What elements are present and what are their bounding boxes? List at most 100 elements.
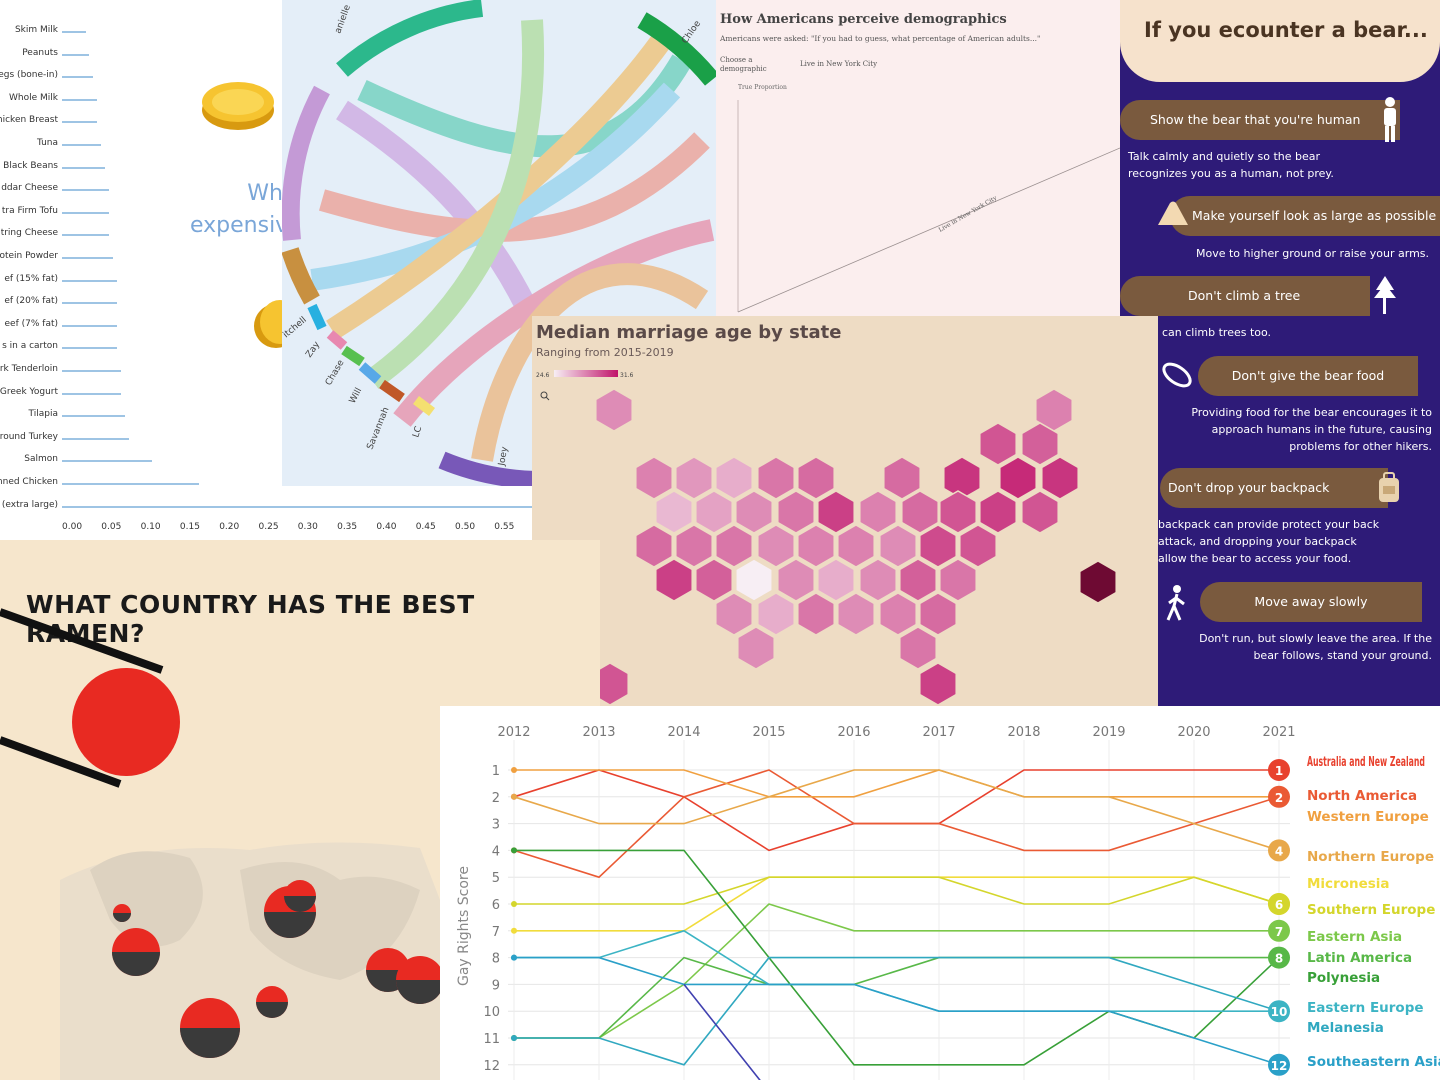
rank-badge [1268, 1053, 1290, 1076]
rank-badge [1268, 946, 1290, 969]
ramen-bowl-icon [72, 668, 180, 776]
protein-item-label: otein Powder [0, 251, 58, 261]
series-start-point [511, 767, 517, 773]
state-hex[interactable] [695, 558, 733, 602]
state-hex[interactable] [757, 524, 795, 568]
state-hex[interactable] [939, 490, 977, 534]
state-hex[interactable] [859, 558, 897, 602]
bear-tip-banner: Don't climb a tree [1120, 276, 1370, 316]
state-hex[interactable] [1021, 490, 1059, 534]
state-hex[interactable] [777, 490, 815, 534]
state-hex[interactable] [817, 490, 855, 534]
state-hex[interactable] [919, 592, 957, 636]
state-hex[interactable] [883, 456, 921, 500]
state-hex[interactable] [859, 490, 897, 534]
state-hex[interactable] [777, 558, 815, 602]
series-legend-label: Polynesia [1307, 970, 1380, 986]
state-hex[interactable] [979, 490, 1017, 534]
walking-person-icon [1166, 585, 1185, 621]
state-hex[interactable] [655, 558, 693, 602]
state-hex[interactable] [737, 626, 775, 670]
state-hex[interactable] [735, 558, 773, 602]
demo-choose-label-line-2: demographic [720, 65, 767, 73]
search-icon[interactable] [540, 391, 550, 401]
series-line [514, 769, 1279, 798]
bear-tips-panel: If you ecounter a bear... Show the bear … [1120, 0, 1440, 706]
rank-badge-label: 7 [1275, 925, 1283, 939]
marriage-legend [554, 370, 618, 377]
state-hex[interactable] [757, 456, 795, 500]
protein-bar [62, 324, 117, 327]
protein-item-label: Skim Milk [14, 25, 58, 35]
state-hex[interactable] [797, 524, 835, 568]
state-hex[interactable] [999, 456, 1037, 500]
protein-title-line-1: Wh [247, 181, 283, 206]
rank-badge-label: 6 [1275, 898, 1283, 912]
state-hex[interactable] [979, 422, 1017, 466]
state-hex[interactable] [695, 490, 733, 534]
y-axis-label: Gay Rights Score [456, 866, 472, 986]
protein-item-label: (extra large) [1, 499, 58, 510]
state-hex[interactable] [837, 524, 875, 568]
chord-label: LC [411, 425, 424, 439]
state-hex[interactable] [715, 456, 753, 500]
state-hex[interactable] [595, 388, 633, 432]
state-hex[interactable] [901, 490, 939, 534]
state-hex[interactable] [919, 524, 957, 568]
series-legend-label: Southeastern Asia [1307, 1054, 1440, 1070]
bear-tip-text-line: Providing food for the bear encourages i… [1191, 406, 1432, 419]
bear-tip-text-line: can climb trees too. [1162, 326, 1272, 339]
marriage-title: Median marriage age by state [536, 322, 842, 343]
series-start-point [511, 954, 517, 961]
demo-demographic-select[interactable]: Live in New York City [800, 60, 878, 68]
bear-tip-text: backpack can provide protect your back a… [1158, 516, 1379, 567]
state-hex[interactable] [797, 592, 835, 636]
bear-tip-banner: Make yourself look as large as possible [1170, 196, 1440, 236]
protein-item-label: Tuna [36, 138, 58, 148]
state-hex[interactable] [655, 490, 693, 534]
protein-bar [62, 121, 98, 124]
protein-x-tick: 0.40 [376, 522, 397, 532]
state-hex[interactable] [1041, 456, 1079, 500]
bear-tip-text: Talk calmly and quietly so the bear reco… [1128, 148, 1334, 182]
state-hex[interactable] [757, 592, 795, 636]
chord-label: Will [348, 386, 364, 405]
protein-title-line-2: expensiv [190, 213, 289, 238]
bear-tip-text-line: bear follows, stand your ground. [1253, 649, 1432, 662]
series-start-point [511, 847, 517, 854]
protein-item-label: Salmon [24, 454, 58, 465]
rank-badge [1268, 759, 1290, 781]
state-hex[interactable] [635, 524, 673, 568]
state-hex[interactable] [715, 524, 753, 568]
state-hex[interactable] [879, 592, 917, 636]
marriage-legend-min: 24.6 [536, 372, 550, 379]
state-hex[interactable] [675, 524, 713, 568]
protein-item-label: Tilapia [28, 409, 58, 420]
series-legend-label: Northern Europe [1307, 849, 1434, 865]
state-hex[interactable] [837, 592, 875, 636]
series-line [683, 983, 761, 1080]
state-hex[interactable] [899, 558, 937, 602]
protein-item-label: ddar Cheese [1, 183, 58, 194]
state-hex[interactable] [919, 662, 957, 706]
protein-x-tick: 0.00 [62, 522, 83, 532]
state-hex[interactable] [959, 524, 997, 568]
state-hex[interactable] [715, 592, 753, 636]
state-hex[interactable] [1021, 422, 1059, 466]
marriage-legend-max: 31.6 [620, 372, 634, 379]
state-hex[interactable] [635, 456, 673, 500]
state-hex[interactable] [879, 524, 917, 568]
protein-x-tick: 0.35 [337, 522, 358, 532]
protein-item-label: nned Chicken [0, 477, 58, 487]
bear-tip-text: Don't run, but slowly leave the area. If… [1170, 630, 1432, 664]
state-hex[interactable] [735, 490, 773, 534]
x-tick-label: 2020 [1177, 725, 1210, 740]
state-hex[interactable] [817, 558, 855, 602]
state-hex[interactable] [675, 456, 713, 500]
state-hex[interactable] [797, 456, 835, 500]
state-hex[interactable] [899, 626, 937, 670]
protein-x-tick: 0.55 [494, 522, 515, 532]
protein-x-tick: 0.10 [140, 522, 161, 532]
state-hex[interactable] [939, 558, 977, 602]
state-hex[interactable] [1079, 560, 1117, 604]
